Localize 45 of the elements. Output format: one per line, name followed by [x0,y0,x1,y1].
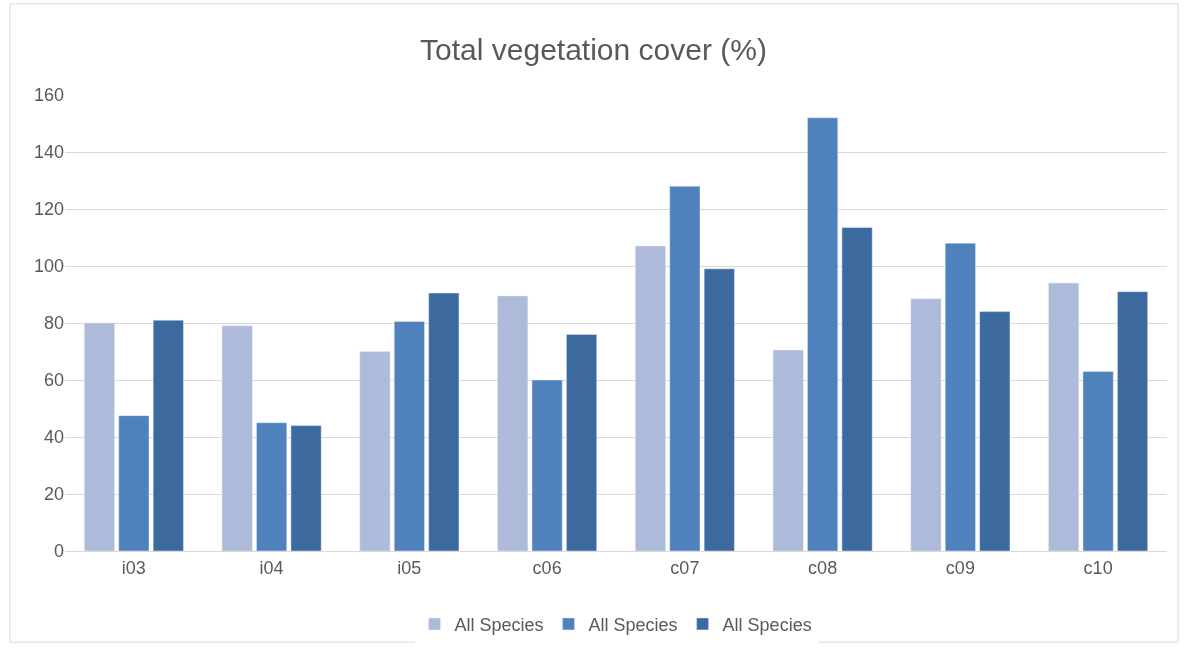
y-tick-label: 140 [33,142,64,163]
y-tick-label: 60 [43,370,64,391]
bar [979,311,1011,551]
bar [1117,291,1148,551]
bar [256,422,288,551]
bar [910,298,942,551]
bar [118,415,150,551]
legend-label: All Species [588,614,678,635]
x-tick-label: c07 [670,557,700,578]
bar [1048,282,1080,551]
bar [669,185,701,551]
legend-label: All Species [722,614,812,635]
bar [531,379,563,551]
y-tick-label: 100 [33,256,64,277]
y-tick-label: 80 [43,313,64,334]
bar [703,268,735,551]
y-tick-label: 20 [43,484,64,505]
bar [152,319,184,551]
x-tick-label: i05 [397,557,422,578]
bar [566,334,597,551]
x-tick-label: c08 [808,557,838,578]
chart-title: Total vegetation cover (%) [420,33,767,67]
bar [841,227,873,551]
bar [84,322,115,551]
x-tick-label: c09 [945,557,975,578]
x-tick-label: i04 [259,557,284,578]
y-tick-label: 40 [43,427,64,448]
bar [772,349,804,551]
bar [1082,371,1114,551]
bar [807,117,839,551]
bar [221,325,253,551]
legend-label: All Species [454,614,544,635]
bar [944,242,976,551]
bar [635,245,666,551]
bar [290,425,322,551]
y-tick-label: 120 [33,199,64,220]
bar [497,295,529,551]
bar [428,292,460,551]
x-tick-label: c06 [532,557,562,578]
bar [393,321,425,551]
y-tick-label: 0 [53,541,64,562]
y-tick-label: 160 [33,85,64,106]
x-tick-label: c10 [1083,557,1113,578]
x-tick-label: i03 [121,557,146,578]
bar [359,351,391,551]
